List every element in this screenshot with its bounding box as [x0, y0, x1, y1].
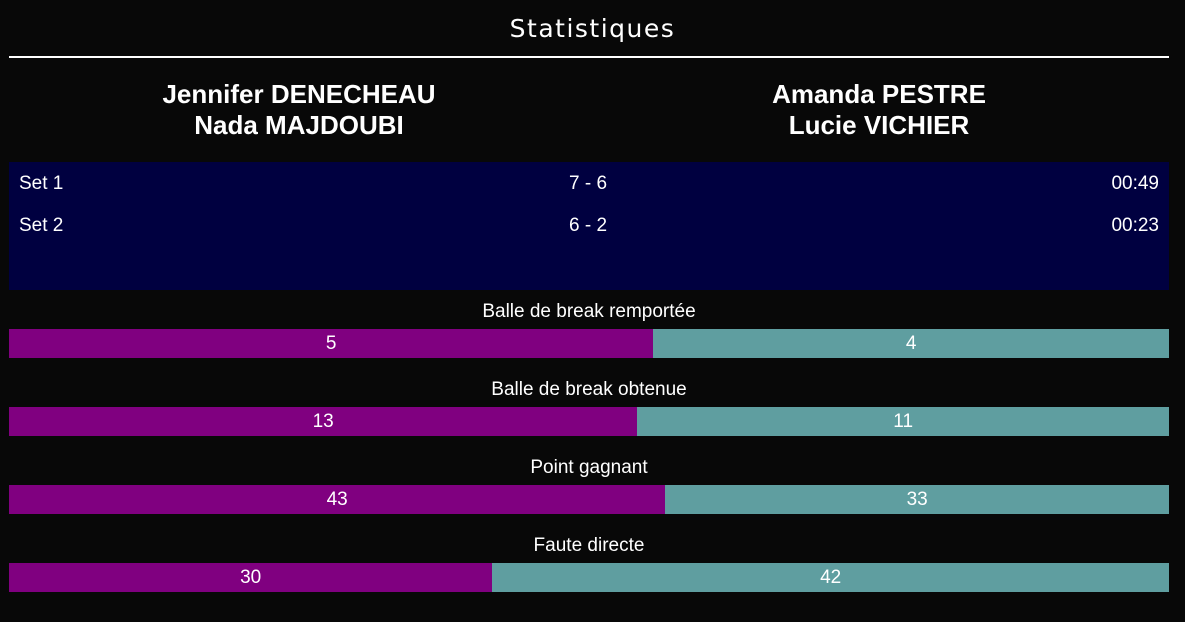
stat-label: Point gagnant [530, 457, 648, 478]
stat-row: Balle de break obtenue 13 11 [9, 378, 1169, 436]
set-duration: 00:23 [1111, 215, 1159, 236]
set-score: 7 - 6 [569, 173, 608, 194]
stat-bar: 43 33 [9, 485, 1169, 514]
team-1-stat-segment: 13 [9, 407, 638, 436]
team-1-stat-segment: 5 [9, 329, 654, 358]
set-label: Set 2 [19, 215, 64, 236]
title-divider [9, 56, 1169, 58]
stat-bar: 5 4 [9, 329, 1169, 358]
stat-bar: 30 42 [9, 563, 1169, 592]
stat-bar: 13 11 [9, 407, 1169, 436]
set-row: Set 2 6 - 2 00:23 [9, 215, 1169, 239]
stat-row: Faute directe 30 42 [9, 534, 1169, 592]
stat-row: Point gagnant 43 33 [9, 456, 1169, 514]
team-2-player-2: Lucie VICHIER [788, 110, 970, 140]
stat-label: Balle de break obtenue [491, 379, 687, 400]
set-label: Set 1 [19, 173, 64, 194]
set-row: Set 1 7 - 6 00:49 [9, 173, 1169, 197]
team-1-stat-segment: 30 [9, 563, 493, 592]
page-title: Statistiques [509, 14, 676, 43]
team-2-player-1: Amanda PESTRE [772, 79, 986, 109]
stat-label: Faute directe [533, 535, 645, 556]
team-2-stat-segment: 33 [665, 485, 1169, 514]
team-1: Jennifer DENECHEAU Nada MAJDOUBI [9, 79, 589, 141]
team-1-player-2: Nada MAJDOUBI [194, 110, 404, 140]
team-2-stat-segment: 11 [637, 407, 1169, 436]
team-1-player-1: Jennifer DENECHEAU [162, 79, 436, 109]
stat-label: Balle de break remportée [482, 301, 696, 322]
sets-panel: Set 1 7 - 6 00:49 Set 2 6 - 2 00:23 [9, 162, 1169, 290]
stat-row: Balle de break remportée 5 4 [9, 300, 1169, 358]
team-2-stat-segment: 4 [653, 329, 1169, 358]
team-1-stat-segment: 43 [9, 485, 666, 514]
team-2-stat-segment: 42 [492, 563, 1169, 592]
set-duration: 00:49 [1111, 173, 1159, 194]
set-score: 6 - 2 [569, 215, 608, 236]
team-2: Amanda PESTRE Lucie VICHIER [589, 79, 1169, 141]
